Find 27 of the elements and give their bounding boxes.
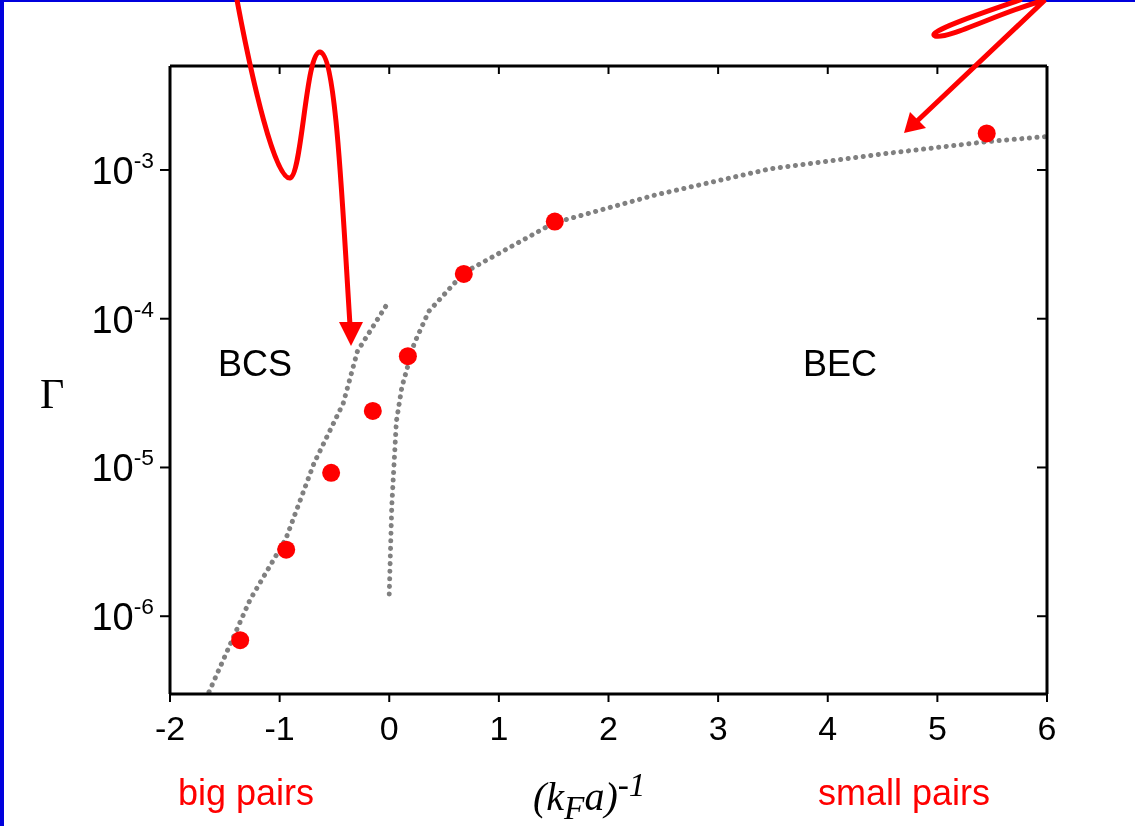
x-tick-label: 6 <box>1037 709 1057 747</box>
point <box>454 264 473 283</box>
point <box>363 401 382 420</box>
text: big pairs <box>178 772 315 814</box>
y-tick-label: 10$^{-3}$ <box>91 146 154 192</box>
x-tick-label: 1 <box>489 709 509 747</box>
x-tick-label: 3 <box>708 709 728 747</box>
point <box>277 540 296 559</box>
x-tick-label: -2 <box>154 709 186 747</box>
x-tick-label: 0 <box>379 709 399 747</box>
point <box>398 347 417 366</box>
x-tick-label: 2 <box>599 709 618 747</box>
y-tick-label: 10$^{-5}$ <box>91 444 154 490</box>
x-tick-label: 5 <box>927 709 947 747</box>
x-tick-label: -1 <box>264 709 295 747</box>
y-tick-label: 10$^{-6}$ <box>91 593 154 639</box>
point <box>545 212 564 231</box>
annotation: BCS <box>218 343 293 385</box>
text: small pairs <box>818 772 991 814</box>
point <box>977 124 996 143</box>
point <box>322 463 341 482</box>
x-axis-title: (k$_{F}$a)$^{-1}$ <box>533 766 646 826</box>
y-tick-label: 10$^{-4}$ <box>91 295 155 341</box>
y-axis-title: Γ <box>40 370 65 418</box>
annotation: BEC <box>803 343 878 385</box>
x-tick-label: 4 <box>818 709 838 747</box>
point <box>231 631 250 650</box>
